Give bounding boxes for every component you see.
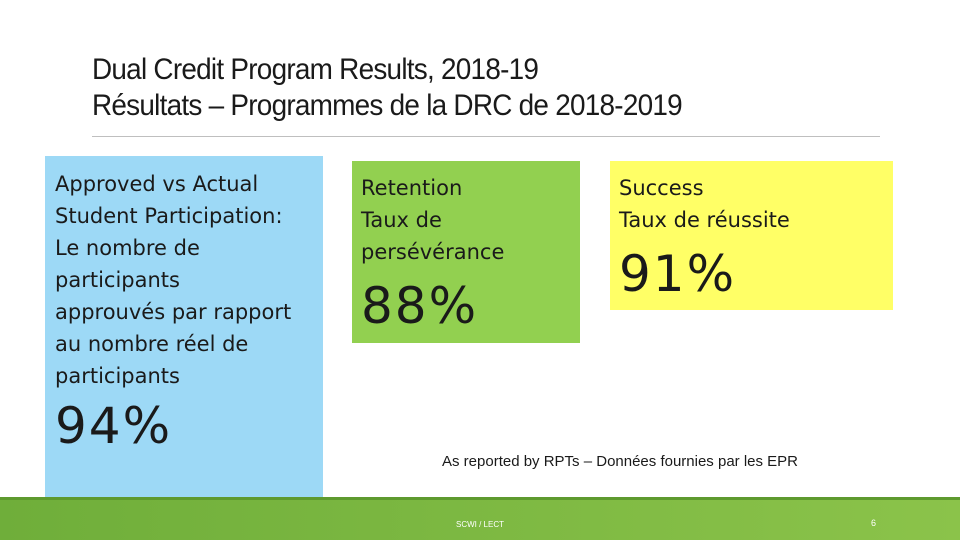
retention-label-line: Taux de <box>361 208 442 232</box>
retention-box: Retention Taux de persévérance 88% <box>352 161 580 343</box>
retention-label-line: Retention <box>361 176 463 200</box>
success-box: Success Taux de réussite 91% <box>610 161 893 310</box>
footer-bar <box>0 500 960 540</box>
success-label-line: Taux de réussite <box>619 208 790 232</box>
slide-title: Dual Credit Program Results, 2018-19 Rés… <box>92 52 882 124</box>
participation-box: Approved vs Actual Student Participation… <box>45 156 323 500</box>
participation-label-line: Student Participation: <box>55 204 283 228</box>
title-divider <box>92 136 880 137</box>
participation-label-line: participants <box>55 268 180 292</box>
source-note: As reported by RPTs – Données fournies p… <box>442 453 799 470</box>
success-label-line: Success <box>619 176 704 200</box>
participation-label-line: Approved vs Actual <box>55 172 259 196</box>
slide-number: 6 <box>871 518 877 528</box>
title-line-english: Dual Credit Program Results, 2018-19 <box>92 53 539 86</box>
participation-label-line: Le nombre de <box>55 236 200 260</box>
footer-accent-line <box>0 497 960 500</box>
success-value: 91% <box>619 245 737 303</box>
participation-label-line: participants <box>55 364 180 388</box>
footer-organization-label: SCWI / LECT <box>456 520 505 529</box>
participation-label-line: approuvés par rapport <box>55 300 292 324</box>
title-line-french: Résultats – Programmes de la DRC de 2018… <box>92 89 683 122</box>
participation-label-line: au nombre réel de <box>55 332 249 356</box>
retention-value: 88% <box>361 277 479 335</box>
participation-value: 94% <box>55 397 173 455</box>
retention-label-line: persévérance <box>361 240 505 264</box>
